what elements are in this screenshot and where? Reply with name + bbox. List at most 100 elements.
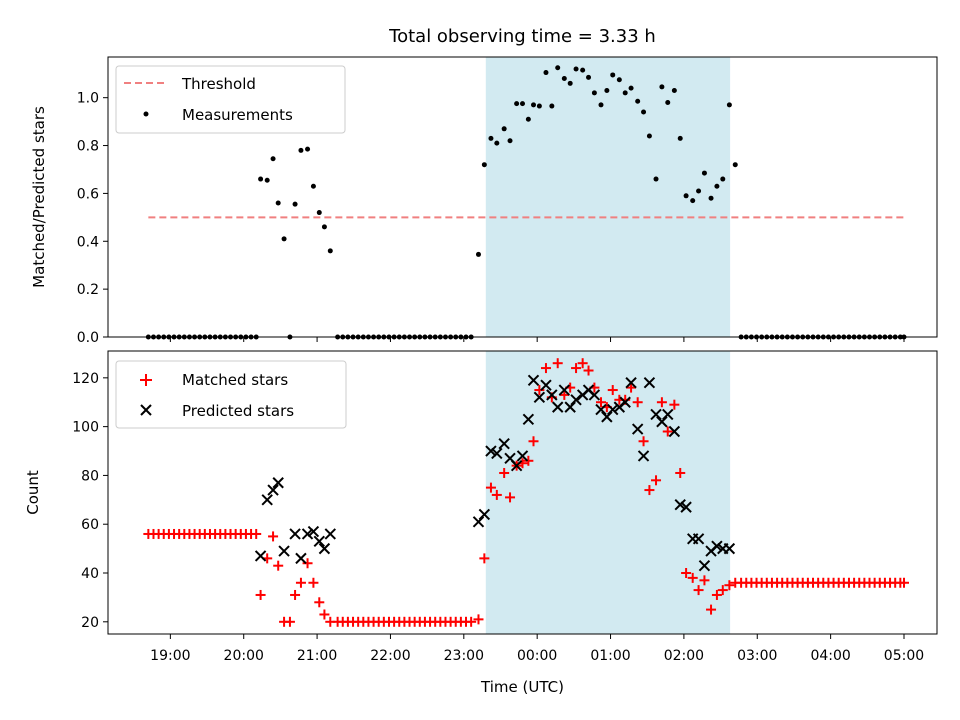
matched-star-point [534,385,545,396]
top-legend-box [115,65,346,134]
predicted-star-point [516,450,529,462]
top-chart-title: Total observing time = 3.33 h [388,26,656,47]
measurement-point [671,88,677,94]
measurement-point [641,109,647,115]
matched-star-point [577,358,588,369]
bottom-y-tick-label: 120 [72,371,99,387]
top-y-tick-label: 1.0 [77,91,99,107]
predicted-star-point [680,501,692,513]
legend-matched-label: Matched stars [182,371,288,389]
measurement-point [598,102,604,108]
bottom-y-tick-label: 80 [81,468,99,484]
top-x-ticks [169,337,905,342]
x-tick-label: 21:00 [297,648,337,664]
predicted-star-point [643,377,656,389]
measurement-point [580,67,586,73]
predicted-star-point [650,408,662,421]
measurement-point [481,162,487,168]
measurement-point [561,76,567,82]
measurement-point [690,198,696,204]
legend-predicted-label: Predicted stars [182,402,294,420]
matched-star-point [651,475,662,486]
matched-star-point [295,577,306,588]
matched-star-point [571,363,582,374]
measurement-point [701,170,707,176]
matched-star-point [717,585,728,596]
measurement-point [321,224,327,230]
matched-star-point [669,399,680,410]
bottom-y-ticks: 20 40 60 80 100 120 [72,371,108,631]
matched-star-point [540,363,551,374]
matched-star-point [644,485,655,496]
x-tick-label: 02:00 [664,648,704,664]
measurement-point [531,102,537,108]
matched-star-point [687,572,698,583]
predicted-star-point [472,516,485,528]
measurement-point [683,193,689,199]
measurement-point [327,248,333,254]
predicted-star-point [601,411,613,423]
measurement-point [281,236,287,242]
measurement-point [610,72,616,78]
measurement-point [732,162,738,168]
x-tick-label: 01:00 [590,648,630,664]
matched-star-point [505,492,516,503]
top-y-tick-label: 0.0 [77,330,99,346]
matched-star-point [284,616,295,627]
top-y-tick-label: 0.8 [77,139,99,155]
predicted-star-point [637,450,650,462]
measurement-point [514,101,520,107]
measurement-point [305,146,311,152]
bottom-shaded-interval [485,351,731,634]
predicted-star-point [631,423,644,435]
matched-star-point [273,560,284,571]
predicted-star-point [552,401,564,413]
bottom-y-tick-label: 40 [81,566,99,582]
matched-star-point [523,455,534,466]
measurement-point [258,176,264,182]
matched-star-point [251,528,262,539]
measurement-point [520,101,525,107]
matched-star-point [268,531,279,542]
measurement-point [275,200,281,206]
matched-star-point [583,365,594,376]
measurement-point [677,135,683,141]
predicted-star-point [625,377,637,389]
predicted-star-point [527,374,540,386]
predicted-star-point [289,528,301,540]
predicted-star-point [478,508,491,521]
matched-star-point [693,585,704,596]
measurement-point [525,116,531,122]
measurement-point [501,126,507,132]
measurement-point [488,135,494,141]
x-tick-label: 23:00 [444,648,484,664]
measurement-point [659,84,665,90]
top-axes-frame [107,56,938,338]
predicted-star-point [540,379,552,391]
top-y-axis-label: Matched/Predicted stars [30,106,48,288]
measurement-point [622,90,628,96]
predicted-star-point [674,498,686,511]
predicted-star-point [307,525,320,538]
measurement-point [494,140,500,146]
legend-measurements-swatch [143,111,149,117]
top-plot-content [145,65,907,340]
matched-star-point [638,436,649,447]
predicted-star-point [510,459,523,472]
measurement-point [536,103,542,109]
matched-star-point [706,604,717,615]
measurement-point [270,156,276,162]
predicted-star-point [295,552,307,565]
bottom-axes-frame [107,350,938,635]
x-tick-label: 03:00 [737,648,777,664]
predicted-star-point [546,389,558,401]
top-y-tick-label: 0.6 [77,186,99,202]
bottom-plot-content [143,358,909,627]
measurement-point [628,85,634,91]
measurement-point [635,98,641,104]
predicted-star-point [318,542,331,555]
matched-star-point [319,609,330,620]
top-y-ticks: 0.0 0.2 0.4 0.6 0.8 1.0 [77,91,108,346]
predicted-star-point [301,528,314,540]
